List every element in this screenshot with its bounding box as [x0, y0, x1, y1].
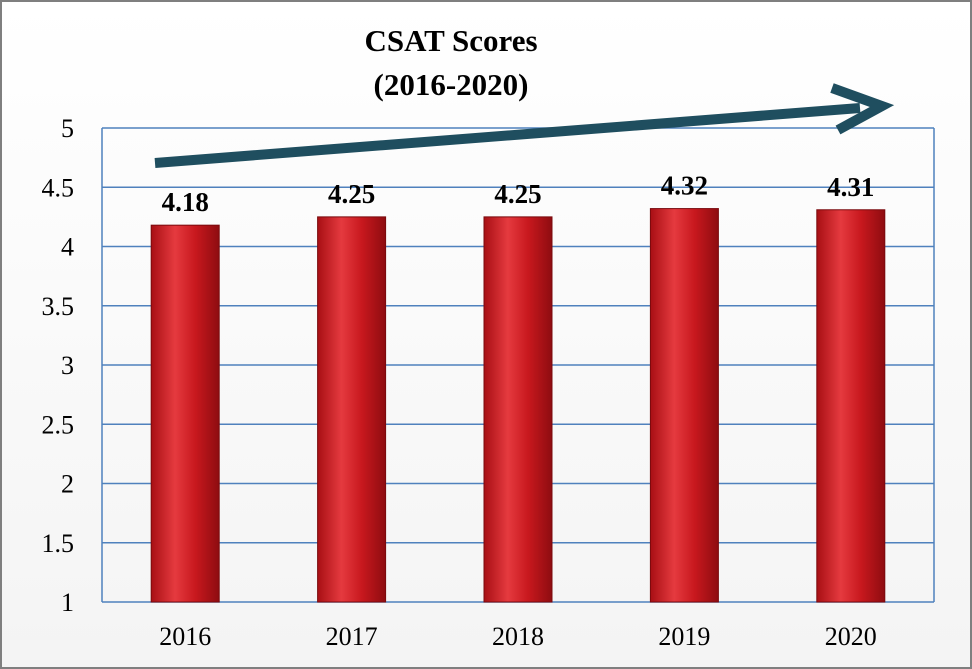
bars [150, 208, 886, 603]
y-tick-label: 5 [61, 114, 74, 143]
data-label: 4.25 [328, 179, 375, 209]
x-tick-label: 2019 [658, 622, 710, 651]
y-tick-label: 2 [61, 470, 74, 499]
x-tick-label: 2020 [825, 622, 877, 651]
bar [150, 224, 220, 603]
y-tick-label: 1.5 [42, 529, 75, 558]
data-label: 4.18 [162, 187, 209, 217]
y-tick-label: 2.5 [42, 410, 75, 439]
y-axis-ticks: 1 1.5 2 2.5 3 3.5 4 4.5 5 [42, 114, 75, 617]
x-tick-label: 2018 [492, 622, 544, 651]
y-tick-label: 3 [61, 351, 74, 380]
y-tick-label: 4 [61, 233, 74, 262]
bar [483, 216, 553, 603]
chart-subtitle: (2016-2020) [374, 67, 529, 102]
trend-arrow-icon [154, 83, 895, 168]
bar [816, 209, 886, 603]
x-tick-label: 2016 [159, 622, 211, 651]
x-tick-label: 2017 [326, 622, 378, 651]
data-label: 4.31 [827, 172, 874, 202]
data-label: 4.25 [494, 179, 541, 209]
y-tick-label: 1 [61, 588, 74, 617]
data-labels: 4.18 4.25 4.25 4.32 4.31 [162, 171, 875, 218]
y-tick-label: 3.5 [42, 292, 75, 321]
y-tick-label: 4.5 [42, 173, 75, 202]
bar [649, 208, 719, 603]
bar [317, 216, 387, 603]
chart-title: CSAT Scores [364, 23, 537, 58]
x-axis-ticks: 2016 2017 2018 2019 2020 [159, 622, 877, 651]
data-label: 4.32 [661, 171, 708, 201]
